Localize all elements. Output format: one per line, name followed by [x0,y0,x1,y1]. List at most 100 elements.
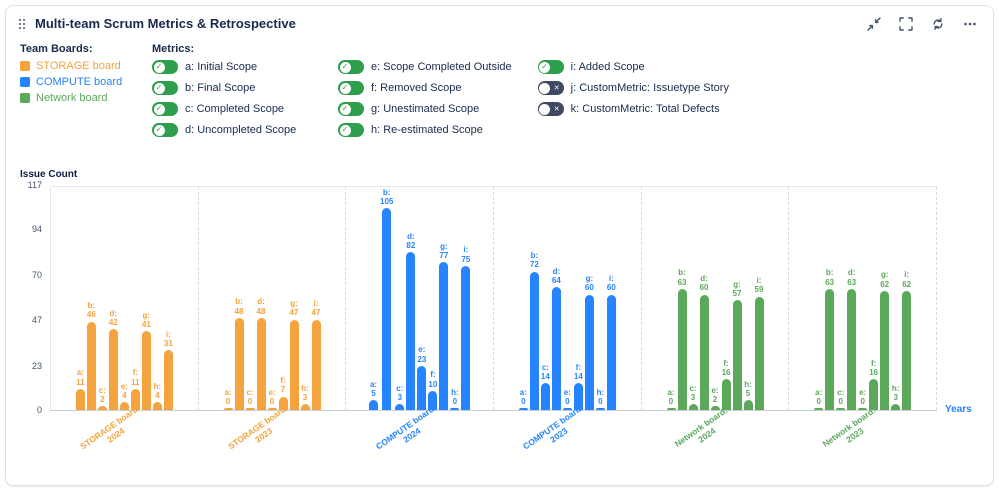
toggle-on-icon[interactable]: ✓ [338,81,364,95]
bar[interactable] [267,408,277,410]
bar[interactable] [902,290,912,410]
more-options-icon[interactable] [963,17,977,31]
fullscreen-icon[interactable] [899,16,913,31]
bar-slot: e: 0 [858,187,868,410]
bar[interactable] [814,408,824,410]
bar[interactable] [130,388,140,410]
bar[interactable] [869,379,879,410]
bar[interactable] [406,252,416,410]
drag-handle-icon[interactable] [18,18,26,30]
bar[interactable] [847,288,857,410]
bar[interactable] [289,319,299,410]
refresh-icon[interactable] [931,17,945,31]
bar[interactable] [278,396,288,410]
bar[interactable] [439,261,449,410]
metric-toggle-item[interactable]: ✕ j: CustomMetric: Issuetype Story [537,81,729,95]
toggle-on-icon[interactable]: ✓ [152,123,178,137]
toggle-on-icon[interactable]: ✓ [152,60,178,74]
bar[interactable] [858,408,868,410]
bar[interactable] [256,317,266,410]
bar[interactable] [152,402,162,410]
bar-value-label: i: 75 [461,245,471,264]
bar[interactable] [721,379,731,410]
metric-toggle-item[interactable]: ✓ e: Scope Completed Outside [338,60,512,74]
toggle-on-icon[interactable]: ✓ [338,123,364,137]
bar[interactable] [75,388,85,410]
bar-value-label: f: 14 [573,362,583,381]
board-legend-item[interactable]: COMPUTE board [20,76,126,88]
bar-value-label: f: 11 [131,368,140,387]
board-legend-item[interactable]: STORAGE board [20,60,126,72]
bar[interactable] [743,400,753,410]
bar-group: a: 0 b: 63 c: 0 d: 63 e: 0 f: 16 g: 62 h: 3 i: 62 [789,187,938,410]
bar[interactable] [518,408,528,410]
bar-value-label: e: 0 [563,387,571,406]
bar[interactable] [540,383,550,410]
bar-slot: f: 7 [278,187,288,410]
bar[interactable] [300,404,310,410]
bar[interactable] [450,408,460,410]
bar[interactable] [880,290,890,410]
bar-value-label: b: 72 [529,251,539,270]
bar[interactable] [573,383,583,410]
toggle-on-icon[interactable]: ✓ [338,102,364,116]
bar[interactable] [562,408,572,410]
toggle-on-icon[interactable]: ✓ [152,81,178,95]
collapse-icon[interactable] [867,16,881,31]
bar[interactable] [584,294,594,410]
bar[interactable] [754,296,764,410]
bar[interactable] [732,300,742,410]
metric-toggle-item[interactable]: ✓ b: Final Scope [152,81,312,95]
bar[interactable] [836,408,846,410]
metric-toggle-item[interactable]: ✓ i: Added Scope [537,60,729,74]
metric-toggle-item[interactable]: ✕ k: CustomMetric: Total Defects [537,102,729,116]
bar[interactable] [417,365,427,410]
board-legend-item[interactable]: Network board [20,92,126,104]
bar[interactable] [529,271,539,410]
bar[interactable] [86,321,96,410]
toggle-on-icon[interactable]: ✓ [537,60,564,74]
bar[interactable] [595,408,605,410]
metric-toggle-item[interactable]: ✓ g: Unestimated Scope [338,102,512,116]
metric-toggle-item[interactable]: ✓ f: Removed Scope [338,81,512,95]
bar[interactable] [666,408,676,410]
metric-toggle-item[interactable]: ✓ c: Completed Scope [152,102,312,116]
bar[interactable] [677,288,687,410]
bar-slot: d: 60 [699,187,709,410]
bar[interactable] [119,402,129,410]
bar[interactable] [382,208,392,410]
metric-toggle-item[interactable]: ✓ a: Initial Scope [152,60,312,74]
metric-label: a: Initial Scope [185,61,258,73]
bar-value-label: c: 0 [246,387,254,406]
y-axis-title: Issue Count [20,169,78,180]
metric-toggle-item[interactable]: ✓ d: Uncompleted Scope [152,123,312,137]
bar[interactable] [223,408,233,410]
bar-value-label: f: 16 [721,358,731,378]
bar[interactable] [311,319,321,410]
bar[interactable] [97,406,107,410]
bar[interactable] [891,404,901,410]
bar[interactable] [234,317,244,410]
bar[interactable] [369,400,378,410]
toggle-on-icon[interactable]: ✓ [338,60,364,74]
bar[interactable] [825,288,835,410]
bar[interactable] [688,404,698,410]
toggle-on-icon[interactable]: ✓ [152,102,178,116]
bar[interactable] [428,390,438,410]
bar[interactable] [395,404,405,410]
metric-toggle-item[interactable]: ✓ h: Re-estimated Scope [338,123,512,137]
bar[interactable] [141,331,151,410]
bar[interactable] [245,408,255,410]
metric-label: h: Re-estimated Scope [371,124,483,136]
bar[interactable] [699,294,709,410]
bar-slot: c: 0 [836,187,846,410]
bar[interactable] [606,294,616,410]
bar[interactable] [710,406,720,410]
bar[interactable] [551,286,561,410]
toggle-off-icon[interactable]: ✕ [537,81,564,95]
bar[interactable] [108,329,118,410]
x-axis-title-slot: Years [937,186,979,415]
bar[interactable] [461,265,471,410]
bar[interactable] [163,350,173,410]
toggle-off-icon[interactable]: ✕ [537,102,564,116]
